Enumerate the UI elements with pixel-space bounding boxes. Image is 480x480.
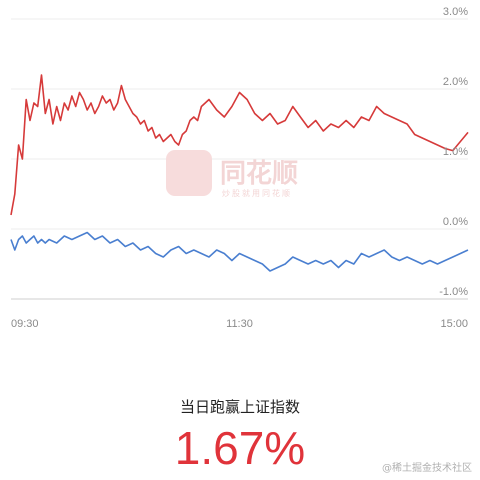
watermark-brand: 同花顺 — [220, 159, 298, 189]
watermark-slogan: 炒股就用同花顺 — [222, 188, 292, 198]
y-tick-label: 3.0% — [443, 6, 468, 18]
comparison-caption: 当日跑赢上证指数 — [179, 398, 300, 416]
series-layer — [10, 74, 469, 272]
y-tick-label: 2.0% — [443, 76, 468, 88]
x-tick-label: 11:30 — [226, 318, 253, 330]
y-axis-ticks: 3.0% 2.0% 1.0% 0.0% -1.0% — [439, 6, 468, 298]
y-tick-label: 0.0% — [443, 216, 468, 228]
chart-grid — [11, 18, 468, 300]
x-tick-label: 15:00 — [440, 318, 468, 330]
y-tick-label: 1.0% — [443, 146, 468, 158]
line-chart: 同花顺 炒股就用同花顺 3.0% 2.0% 1.0% 0.0% -1.0% 09:30 1… — [10, 6, 469, 330]
series-line-red — [10, 74, 469, 216]
corner-watermark: @稀土掘金技术社区 — [382, 463, 472, 474]
x-tick-label: 09:30 — [11, 318, 39, 330]
y-tick-label: -1.0% — [439, 286, 468, 298]
watermark-logo: 同花顺 炒股就用同花顺 — [166, 150, 298, 198]
series-line-blue — [10, 231, 469, 272]
watermark-logo-icon — [166, 150, 212, 196]
headline-value: 1.67% — [174, 422, 306, 474]
x-axis-ticks: 09:30 11:30 15:00 — [11, 318, 468, 330]
